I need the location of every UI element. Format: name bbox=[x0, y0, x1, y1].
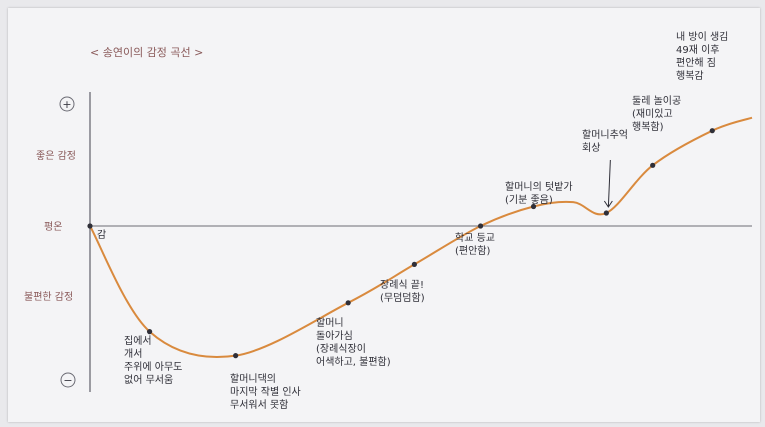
event-point bbox=[530, 203, 537, 210]
annotation-line: 마지막 작별 인사 bbox=[230, 386, 301, 398]
annotation-line: (편안함) bbox=[455, 245, 491, 257]
plus-circle-icon bbox=[59, 96, 75, 112]
annotation-line: (장례식장이 bbox=[316, 343, 366, 355]
emotion-curve bbox=[89, 116, 753, 359]
annotation-line: 집에서 bbox=[124, 335, 152, 347]
y-tick-minus: − bbox=[63, 374, 72, 387]
annotation-line: 개서 bbox=[124, 348, 142, 360]
annotation-line: 학교 등교 bbox=[455, 232, 495, 244]
event-point bbox=[233, 353, 239, 359]
event-point bbox=[411, 261, 417, 267]
y-tick-good: 좋은 감정 bbox=[36, 150, 76, 162]
annotation-line: 어색하고, 불편함) bbox=[316, 355, 391, 368]
annotation-line: (기분 좋음) bbox=[505, 194, 553, 206]
y-tick-bad: 불편한 감정 bbox=[24, 291, 73, 303]
annotation-line: 장례식 끝! bbox=[380, 279, 424, 291]
chart-title: < 송연이의 감정 곡선 > bbox=[90, 46, 203, 59]
arrow-icon bbox=[603, 159, 613, 208]
annotation-line: 감 bbox=[97, 229, 106, 241]
curve-layer bbox=[87, 116, 753, 359]
annotation-line: 행복함) bbox=[632, 121, 664, 133]
annotation-line: 무서워서 못함 bbox=[230, 398, 288, 411]
annotation-line: 없어 무서움 bbox=[124, 373, 173, 386]
y-tick-neutral: 평온 bbox=[44, 221, 62, 233]
annotation-line: (재미있고 bbox=[632, 108, 673, 120]
event-point bbox=[709, 128, 715, 134]
annotation-line: 편안해 짐 bbox=[676, 56, 716, 69]
annotation-line: (무덤덤함) bbox=[380, 292, 425, 304]
annotation-line: 주위에 아무도 bbox=[124, 360, 182, 373]
minus-circle-icon bbox=[60, 372, 76, 388]
annotation-line: 둘레 놀이공 bbox=[632, 95, 681, 107]
y-tick-plus: + bbox=[62, 98, 71, 111]
paper-sheet bbox=[8, 8, 760, 422]
event-point bbox=[603, 210, 609, 216]
annotation-line: 회상 bbox=[582, 142, 600, 154]
annotation-line: 행복감 bbox=[676, 70, 704, 82]
annotation-line: 돌아가심 bbox=[316, 330, 353, 342]
annotation-line: 할머니추억 bbox=[582, 129, 628, 141]
annotation-line: 할머니댁의 bbox=[230, 373, 276, 385]
annotation-line: 할머니 bbox=[316, 317, 344, 329]
event-point bbox=[650, 162, 656, 168]
event-point bbox=[146, 329, 153, 335]
event-point bbox=[477, 223, 484, 229]
event-point bbox=[87, 223, 93, 229]
annotation-line: 할머니의 텃밭가 bbox=[505, 181, 573, 193]
annotation-line: 내 방이 생김 bbox=[676, 31, 728, 43]
event-point bbox=[345, 300, 351, 306]
annotation-line: 49재 이후 bbox=[676, 44, 720, 56]
